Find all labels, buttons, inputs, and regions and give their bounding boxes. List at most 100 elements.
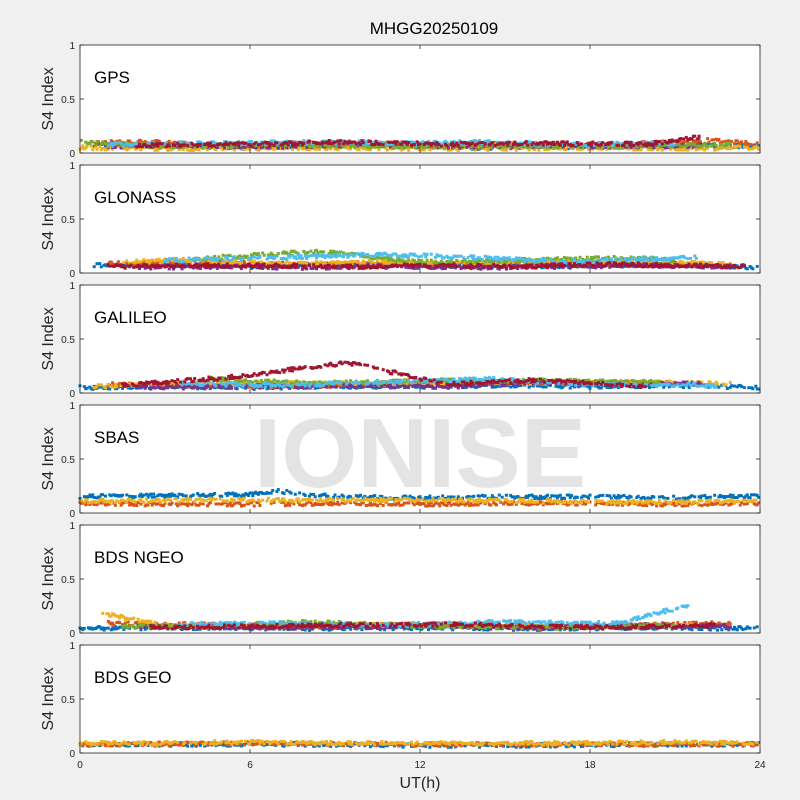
data-point (653, 264, 657, 268)
data-point (227, 145, 231, 149)
data-point (349, 259, 353, 263)
data-point (601, 141, 605, 145)
data-point (636, 258, 640, 262)
data-point (81, 144, 85, 148)
data-point (291, 253, 294, 257)
data-point (721, 261, 725, 265)
data-point (611, 264, 615, 268)
data-point (288, 261, 292, 265)
data-point (754, 384, 758, 388)
data-point (391, 252, 395, 256)
data-point (296, 147, 300, 151)
data-point (555, 140, 559, 144)
data-point (415, 140, 419, 144)
data-point (520, 266, 524, 270)
data-point (526, 143, 530, 147)
data-point (639, 141, 643, 145)
data-point (269, 142, 273, 146)
data-point (173, 140, 177, 144)
data-point (599, 142, 603, 146)
data-point (604, 145, 608, 149)
data-point (710, 261, 714, 265)
data-point (232, 261, 236, 265)
data-point (366, 145, 370, 149)
data-point (489, 255, 493, 259)
data-point (293, 255, 297, 259)
data-point (405, 384, 409, 388)
data-point (359, 254, 362, 258)
data-point (254, 144, 258, 148)
data-point (616, 386, 620, 390)
data-point (619, 257, 623, 261)
data-point (745, 141, 749, 145)
data-point (258, 143, 262, 146)
data-point (669, 140, 673, 144)
y-tick-label: 1 (69, 161, 75, 172)
data-point (669, 142, 673, 146)
data-point (339, 139, 343, 143)
data-point (300, 257, 304, 260)
data-point (374, 140, 378, 143)
data-point (139, 260, 143, 264)
data-point (309, 254, 313, 258)
data-point (652, 146, 656, 150)
data-point (540, 141, 544, 145)
data-point (425, 252, 429, 256)
data-point (275, 143, 279, 147)
data-point (419, 254, 423, 258)
data-point (459, 140, 463, 144)
data-point (167, 139, 171, 143)
data-point (286, 253, 290, 257)
data-point (482, 266, 486, 270)
data-point (703, 148, 707, 152)
data-point (220, 262, 224, 266)
data-point (725, 147, 729, 151)
data-point (312, 263, 316, 267)
data-point (177, 148, 181, 151)
data-point (213, 254, 217, 258)
data-point (504, 266, 508, 270)
data-point (442, 256, 446, 260)
data-point (407, 264, 411, 268)
data-point (577, 143, 581, 147)
data-point (458, 260, 462, 264)
data-point (533, 259, 537, 263)
data-point (598, 260, 602, 264)
data-point (242, 148, 246, 152)
data-point (513, 140, 517, 144)
data-point (496, 255, 500, 259)
data-point (95, 147, 99, 151)
data-point (686, 257, 690, 261)
data-point (694, 139, 698, 143)
data-point (479, 263, 483, 267)
data-point (402, 386, 406, 390)
data-point (91, 387, 95, 391)
data-point (149, 145, 153, 149)
data-point (387, 265, 391, 269)
data-point (240, 258, 243, 262)
data-point (170, 257, 174, 261)
data-point (581, 147, 585, 151)
data-point (339, 250, 343, 254)
data-point (652, 142, 656, 146)
data-point (221, 259, 225, 263)
data-point (215, 258, 219, 262)
data-point (343, 144, 347, 148)
data-point (645, 257, 649, 260)
data-point (160, 264, 164, 268)
data-point (357, 139, 361, 143)
data-point (560, 257, 564, 261)
data-point (728, 385, 732, 389)
data-point (459, 267, 463, 271)
data-point (407, 258, 411, 262)
data-point (444, 263, 447, 267)
data-point (609, 257, 613, 261)
data-point (164, 141, 168, 145)
data-point (475, 145, 479, 149)
data-point (334, 255, 338, 259)
data-point (174, 256, 178, 260)
data-point (526, 266, 530, 270)
data-point (157, 257, 161, 261)
data-point (128, 261, 132, 265)
data-point (238, 254, 242, 258)
